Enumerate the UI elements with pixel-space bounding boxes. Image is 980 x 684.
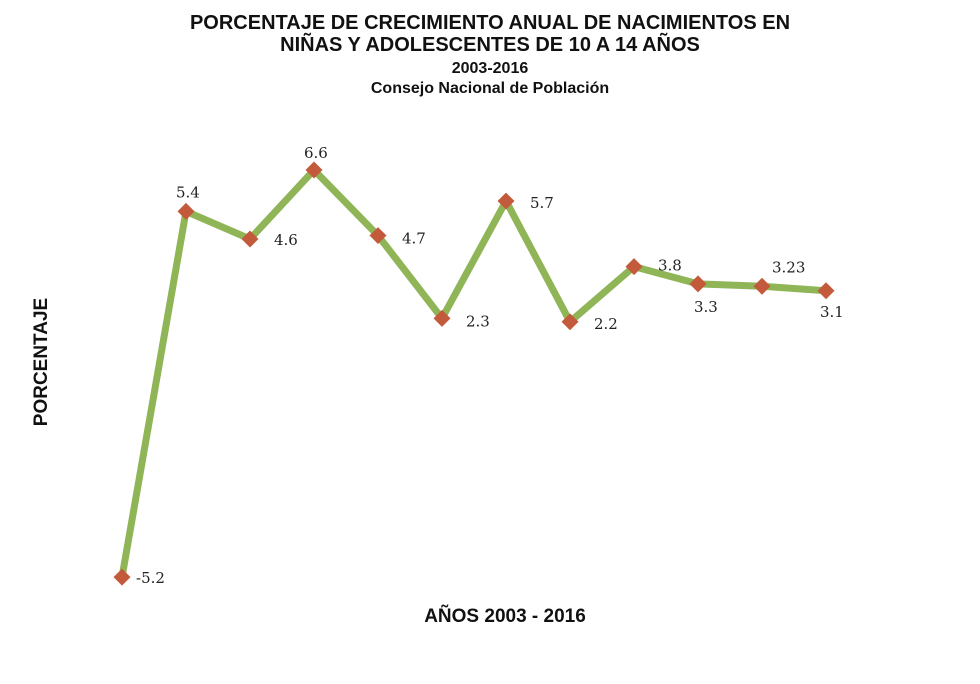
x-axis-label: AÑOS 2003 - 2016 xyxy=(424,606,586,627)
data-label: 3.1 xyxy=(820,303,844,321)
data-label: 3.3 xyxy=(694,298,718,316)
chart-title-line-1: PORCENTAJE DE CRECIMIENTO ANUAL DE NACIM… xyxy=(189,12,791,34)
data-label: 5.7 xyxy=(530,194,554,212)
data-point-marker xyxy=(241,230,259,248)
data-label: 4.6 xyxy=(274,231,298,249)
data-point-marker xyxy=(625,258,643,276)
data-label: 5.4 xyxy=(176,183,200,201)
data-point-marker xyxy=(177,202,195,220)
data-point-marker xyxy=(561,313,579,331)
data-point-marker xyxy=(433,309,451,327)
data-point-marker xyxy=(753,277,771,295)
data-label: 2.2 xyxy=(594,315,618,333)
data-point-marker xyxy=(689,275,707,293)
data-label: 2.3 xyxy=(466,312,490,330)
data-point-marker xyxy=(817,282,835,300)
data-point-marker xyxy=(369,227,387,245)
data-label: 4.7 xyxy=(402,230,426,248)
data-label: 3.8 xyxy=(658,257,682,275)
data-point-marker xyxy=(113,568,131,586)
data-point-marker xyxy=(497,192,515,210)
data-point-marker xyxy=(305,161,323,179)
chart-subtitle: 2003-2016 xyxy=(451,60,529,77)
chart-title-line-2: NIÑAS Y ADOLESCENTES DE 10 A 14 AÑOS xyxy=(280,34,700,56)
data-label: 6.6 xyxy=(304,144,328,162)
series-line xyxy=(118,166,827,578)
chart-source: Consejo Nacional de Población xyxy=(370,80,610,97)
data-label: -5.2 xyxy=(136,569,165,587)
data-label: 3.23 xyxy=(772,258,805,276)
